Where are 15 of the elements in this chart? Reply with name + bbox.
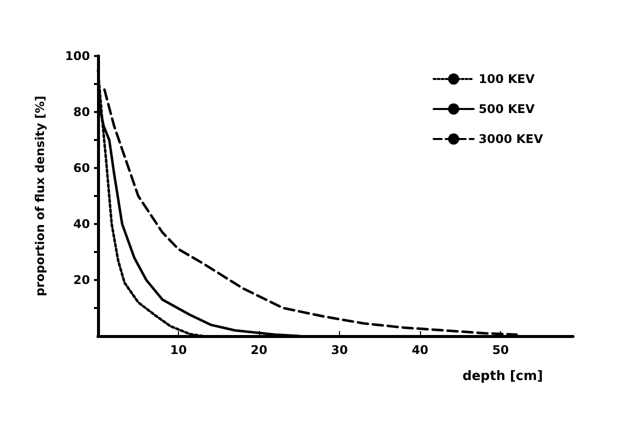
- y-tick-label: 100: [64, 49, 90, 63]
- x-tick-label: 50: [492, 343, 509, 357]
- y-tick-label: 60: [73, 161, 90, 175]
- y-tick-label: 40: [73, 217, 90, 231]
- y-tick-label: 80: [73, 105, 90, 119]
- legend-label: 500 KEV: [478, 102, 536, 116]
- x-tick-label: 30: [331, 343, 348, 357]
- x-tick-label: 40: [412, 343, 428, 357]
- x-tick-label: 20: [250, 343, 268, 357]
- x-tick-label: 10: [170, 343, 187, 357]
- y-axis-title: proportion of flux density [%]: [33, 96, 47, 296]
- x-axis-title: depth [cm]: [462, 369, 543, 384]
- legend-label: 3000 KEV: [478, 132, 544, 146]
- y-tick-label: 20: [73, 273, 90, 287]
- legend-label: 100 KEV: [478, 72, 536, 86]
